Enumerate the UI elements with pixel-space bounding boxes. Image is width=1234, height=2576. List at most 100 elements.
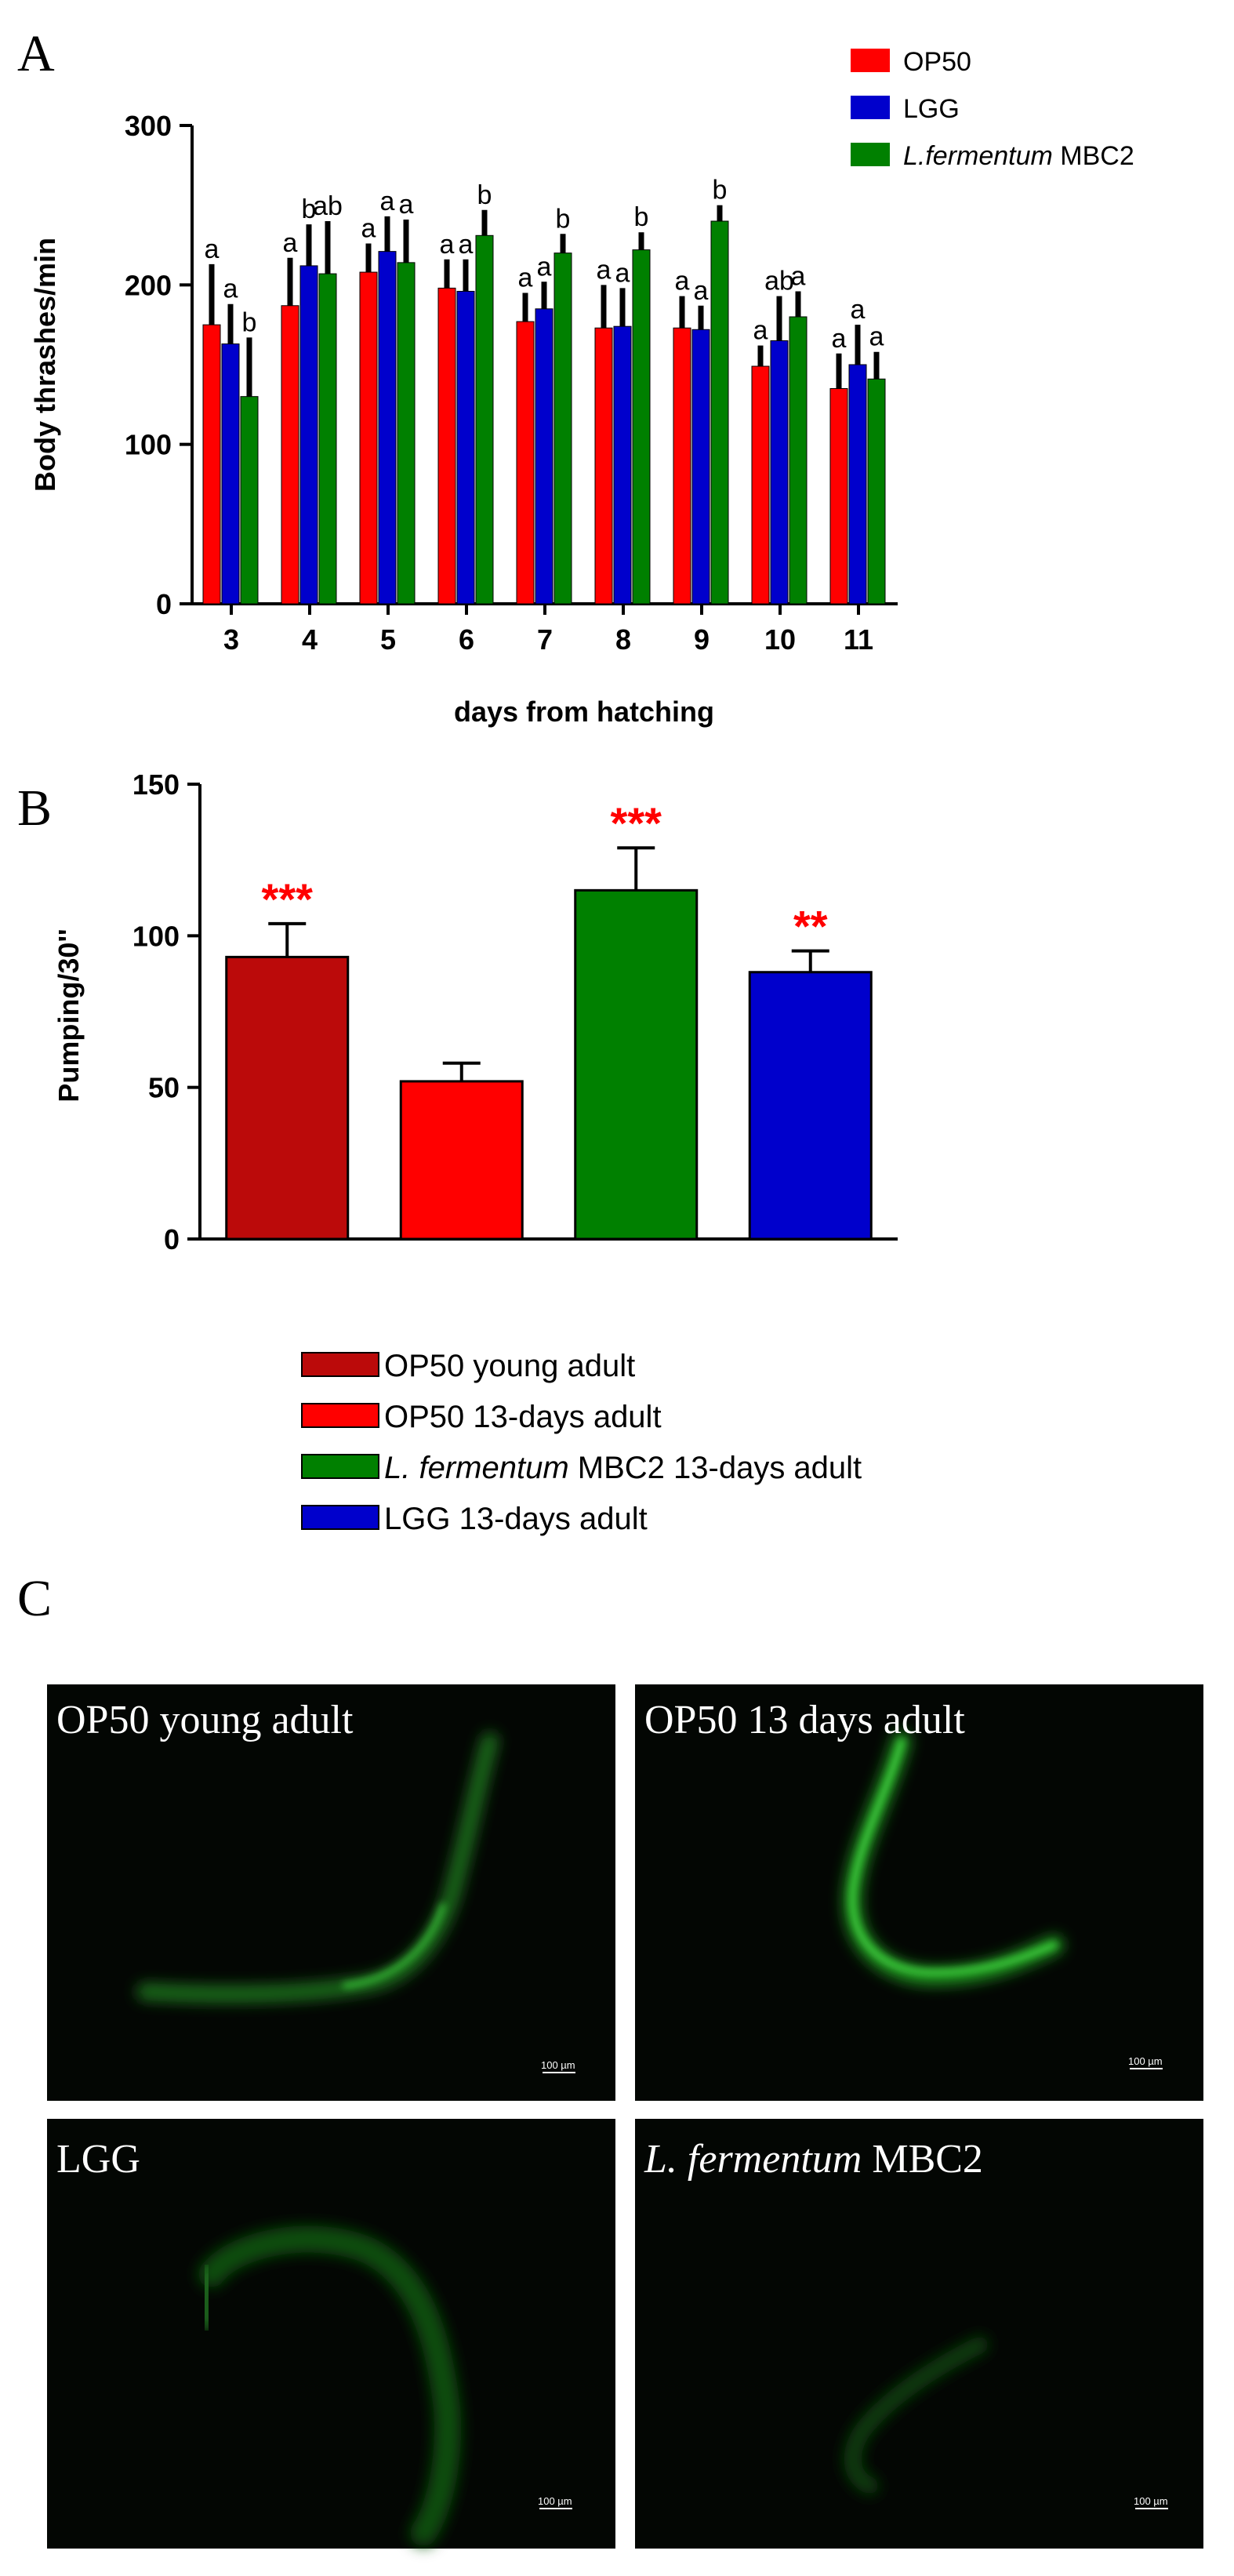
bar	[574, 888, 699, 1241]
bar	[613, 325, 632, 605]
bar	[221, 343, 240, 605]
significance-letter: ab	[764, 267, 794, 296]
bar	[399, 1080, 524, 1241]
significance-letter: a	[380, 187, 395, 216]
bar	[691, 329, 710, 605]
panel-c-micrographs: OP50 young adult 100 µm OP50 13 days adu…	[47, 1684, 1203, 2549]
y-tick-label: 0	[164, 1223, 180, 1255]
worm-highlight	[343, 1903, 445, 1988]
significance-letter: a	[851, 295, 866, 325]
bar	[299, 265, 318, 605]
significance-letter: a	[223, 274, 238, 304]
significance-letter: a	[399, 190, 414, 220]
significance-letter: a	[791, 261, 806, 291]
bar	[359, 271, 378, 605]
bar	[748, 971, 873, 1241]
bar	[594, 327, 613, 605]
significance-stars: ***	[262, 874, 314, 924]
bar	[240, 396, 259, 605]
significance-letter: a	[832, 324, 847, 354]
x-tick-label: 10	[764, 623, 796, 656]
significance-stars: **	[793, 902, 828, 951]
bar	[202, 324, 221, 605]
significance-letter: a	[361, 213, 376, 243]
legend-label-lfermentum: L.fermentum MBC2	[903, 141, 1134, 171]
bar	[535, 308, 553, 605]
panel-a-y-axis-title: Body thrashes/min	[29, 238, 61, 492]
legend-label-op50-13d: OP50 13-days adult	[384, 1400, 662, 1434]
legend-swatch-op50-13d	[301, 1403, 379, 1428]
y-tick-label: 300	[125, 110, 172, 142]
bar	[751, 365, 770, 605]
bar	[867, 378, 886, 605]
micrograph-lgg: LGG 100 µm	[47, 2119, 615, 2549]
worm-tail	[195, 2264, 218, 2331]
legend-swatch-lgg	[851, 96, 890, 119]
micrograph-op50-young-adult: OP50 young adult 100 µm	[47, 1684, 615, 2101]
significance-letter: b	[242, 307, 257, 337]
bar	[378, 251, 397, 605]
significance-letter: a	[753, 316, 768, 346]
x-tick-label: 4	[302, 623, 318, 656]
y-tick-label: 100	[125, 429, 172, 461]
bar	[770, 340, 789, 605]
significance-letter: a	[537, 252, 552, 282]
scale-bar-label: 100 µm	[1128, 2055, 1163, 2067]
legend-label-lgg: LGG	[903, 94, 960, 124]
worm-shape	[844, 2336, 989, 2494]
significance-letter: a	[869, 322, 884, 352]
legend-label-op50-young: OP50 young adult	[384, 1349, 635, 1383]
x-tick-label: 6	[459, 623, 474, 656]
significance-letter: a	[615, 258, 630, 288]
legend-swatch-lfermentum	[851, 143, 890, 166]
bar	[848, 364, 867, 605]
y-tick-label: 200	[125, 269, 172, 301]
panel-a-letter: A	[17, 25, 55, 82]
x-tick-label: 3	[223, 623, 239, 656]
y-tick-label: 0	[156, 588, 172, 620]
panel-b-legend: OP50 young adult OP50 13-days adult L. f…	[301, 1349, 862, 1536]
significance-letter: b	[477, 180, 492, 210]
significance-letter: a	[675, 267, 690, 296]
bar	[673, 327, 691, 605]
legend-label-lfermentum-13d: L. fermentum MBC2 13-days adult	[384, 1451, 862, 1485]
legend-swatch-op50	[851, 49, 890, 72]
micrograph-label: OP50 13 days adult	[644, 1698, 965, 1742]
bar	[789, 316, 808, 605]
bar	[437, 287, 456, 605]
significance-letter: a	[459, 230, 474, 260]
y-tick-label: 100	[132, 920, 180, 952]
significance-letter: a	[518, 263, 533, 293]
significance-letter: a	[694, 276, 709, 306]
significance-letter: b	[713, 176, 728, 205]
panel-a-chart: Body thrashes/min days from hatching 0 10…	[29, 47, 1134, 728]
y-tick-label: 50	[148, 1072, 180, 1104]
worm-highlight	[849, 1738, 1058, 1975]
bar	[456, 290, 475, 605]
panel-b-y-axis-title: Pumping/30''	[53, 928, 85, 1102]
bar	[632, 249, 651, 605]
significance-letter: a	[597, 255, 612, 285]
significance-letter: a	[205, 234, 220, 264]
scale-bar-label: 100 µm	[541, 2059, 575, 2071]
x-tick-label: 9	[694, 623, 710, 656]
micrograph-label: L. fermentum MBC2	[644, 2137, 983, 2182]
legend-swatch-lgg-13d	[301, 1505, 379, 1530]
panel-a-x-axis-title: days from hatching	[454, 696, 714, 728]
scale-bar-label: 100 µm	[1134, 2495, 1168, 2507]
bar	[225, 955, 350, 1241]
y-tick-label: 150	[132, 768, 180, 801]
micrograph-label: OP50 young adult	[56, 1698, 354, 1742]
panel-b-letter: B	[17, 779, 52, 837]
legend-label-op50: OP50	[903, 47, 971, 77]
significance-letter: a	[440, 230, 455, 260]
significance-stars: ***	[611, 798, 662, 848]
micrograph-op50-13-days-adult: OP50 13 days adult 100 µm	[635, 1684, 1203, 2101]
micrograph-label: LGG	[56, 2137, 140, 2182]
legend-swatch-lfermentum-13d	[301, 1454, 379, 1479]
legend-swatch-op50-young	[301, 1352, 379, 1377]
significance-letter: b	[556, 204, 571, 234]
worm-shape	[136, 1732, 499, 2003]
